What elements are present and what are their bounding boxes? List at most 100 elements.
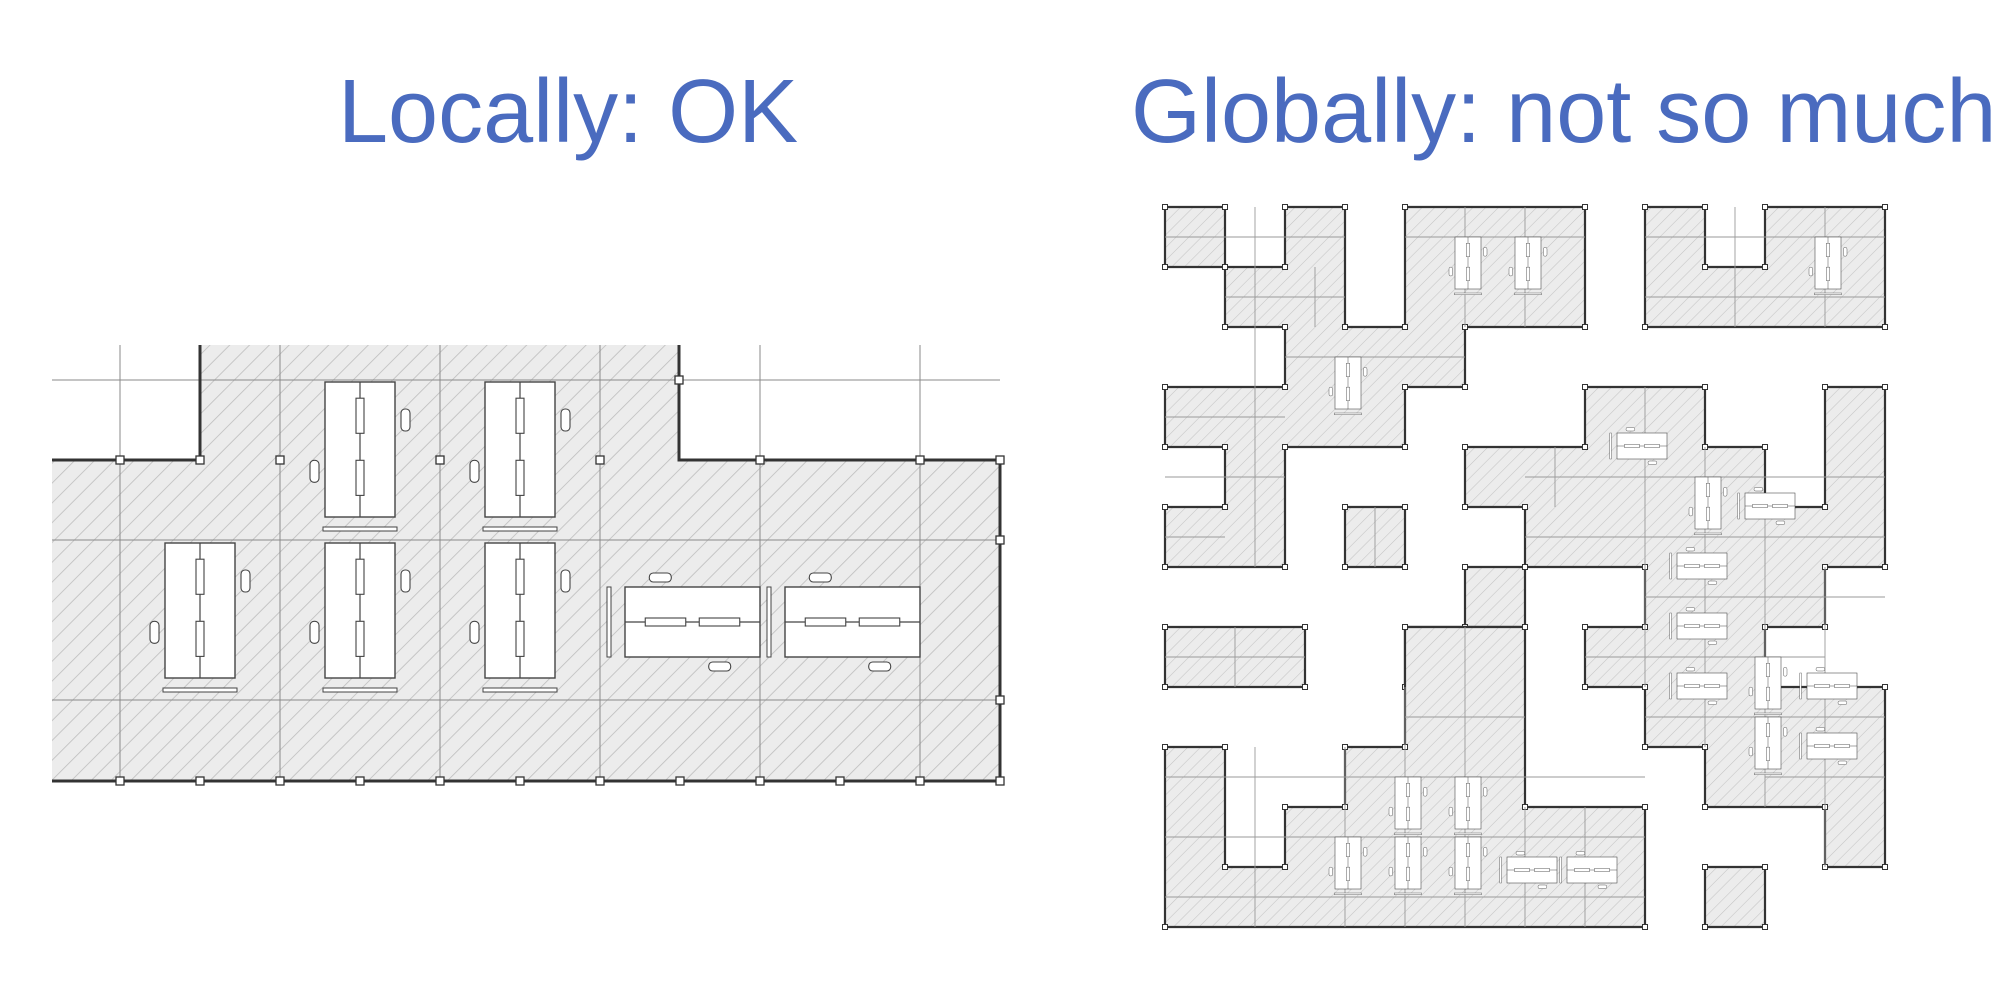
monitor (1704, 684, 1720, 688)
structural-column (1822, 504, 1828, 510)
filing-cabinet (1453, 292, 1482, 295)
chair (1448, 806, 1453, 817)
structural-column (1342, 204, 1348, 210)
structural-column (1342, 504, 1348, 510)
structural-column (1762, 204, 1768, 210)
structural-column (755, 776, 765, 786)
chair (1483, 247, 1488, 257)
monitor (1706, 506, 1710, 521)
structural-column (1402, 444, 1408, 450)
monitor (698, 617, 741, 627)
structural-column (1702, 804, 1708, 810)
workstation (1388, 776, 1428, 835)
structural-column (1162, 384, 1168, 390)
chair (1707, 700, 1718, 705)
chair (1388, 866, 1393, 877)
chair (1483, 847, 1488, 857)
structural-column (1222, 444, 1228, 450)
chair (1363, 367, 1368, 377)
structural-column (675, 776, 685, 786)
chair (1707, 640, 1718, 645)
structural-column (1582, 384, 1588, 390)
filing-cabinet (766, 586, 772, 658)
structural-column (1582, 624, 1588, 630)
monitor (1684, 624, 1700, 628)
monitor (1466, 266, 1470, 281)
structural-column (115, 776, 125, 786)
chair (1515, 851, 1526, 856)
filing-cabinet (1453, 892, 1482, 895)
filing-cabinet (1753, 712, 1782, 715)
workstation (1448, 836, 1488, 895)
monitor (1684, 564, 1700, 568)
chair (1537, 884, 1548, 889)
structural-column (1282, 204, 1288, 210)
workstation (309, 542, 411, 693)
structural-column (1282, 444, 1288, 450)
workstation (1669, 607, 1728, 645)
monitor (644, 617, 687, 627)
structural-column (1882, 204, 1888, 210)
monitor (1834, 744, 1850, 748)
workstation (1688, 476, 1728, 535)
structural-column (1462, 444, 1468, 450)
structural-column (1582, 684, 1588, 690)
filing-cabinet (1669, 552, 1672, 580)
structural-column (1702, 204, 1708, 210)
chair (149, 620, 160, 644)
structural-column (1402, 384, 1408, 390)
exterior-wall (52, 345, 202, 462)
workstation (1508, 236, 1548, 295)
filing-cabinet (1513, 292, 1542, 295)
chair (1808, 266, 1813, 277)
chair (1647, 460, 1658, 465)
workstation (1669, 667, 1728, 705)
workstation (766, 572, 921, 672)
structural-column (1282, 804, 1288, 810)
structural-column (1402, 204, 1408, 210)
workstation (1448, 776, 1488, 835)
chair (400, 569, 411, 593)
chair (1483, 787, 1488, 797)
monitor (1706, 483, 1710, 497)
structural-column (1642, 324, 1648, 330)
chair (1753, 487, 1764, 492)
office-floor-shape (1703, 865, 1767, 929)
structural-column (1162, 204, 1168, 210)
structural-grid (52, 345, 1000, 781)
filing-cabinet (1453, 832, 1482, 835)
chair (1423, 787, 1428, 797)
structural-column (1582, 204, 1588, 210)
workstation (1748, 716, 1788, 775)
structural-column (1222, 864, 1228, 870)
filing-cabinet (322, 687, 398, 693)
monitor (1574, 868, 1590, 872)
monitor (1704, 624, 1720, 628)
filing-cabinet (482, 687, 558, 693)
structural-column (1162, 744, 1168, 750)
structural-column (995, 695, 1005, 705)
monitor (195, 558, 205, 595)
structural-column (1162, 564, 1168, 570)
structural-column (1882, 864, 1888, 870)
filing-cabinet (1559, 856, 1562, 884)
workstation (469, 542, 571, 693)
chair (400, 408, 411, 432)
workstation (1559, 851, 1618, 889)
structural-column (1522, 564, 1528, 570)
chair (1508, 266, 1513, 277)
workstation (1499, 851, 1558, 889)
chair (1837, 700, 1848, 705)
filing-cabinet (322, 526, 398, 532)
monitor (1834, 684, 1850, 688)
workstation (1388, 836, 1428, 895)
structural-column (1702, 264, 1708, 270)
structural-column (1162, 504, 1168, 510)
chair (469, 459, 480, 483)
structural-column (835, 776, 845, 786)
structural-column (1282, 384, 1288, 390)
structural-column (1642, 744, 1648, 750)
chair (1575, 851, 1586, 856)
monitor (515, 459, 525, 496)
